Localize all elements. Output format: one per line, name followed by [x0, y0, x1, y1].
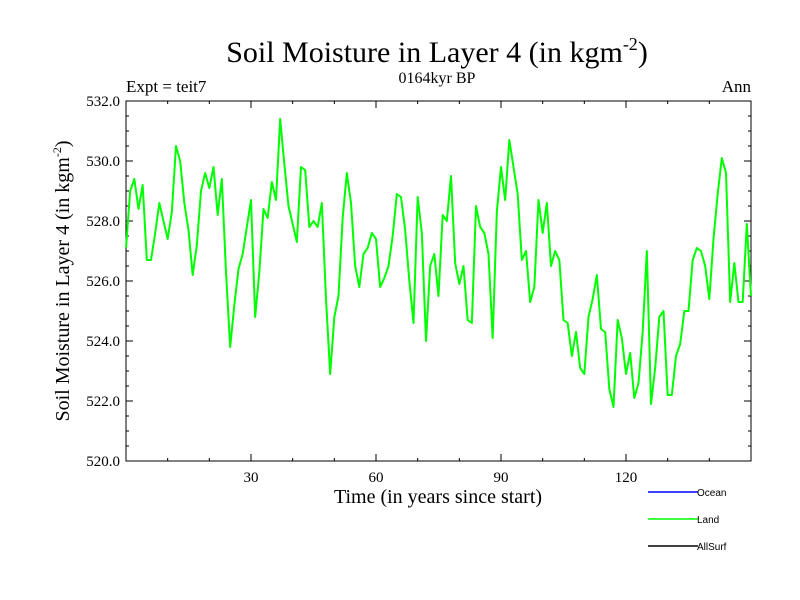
y-tick-label: 520.0	[86, 454, 120, 470]
legend-label-ocean: Ocean	[697, 488, 726, 499]
y-tick-label: 528.0	[86, 214, 120, 230]
x-tick-label: 120	[615, 470, 638, 486]
y-axis-label: Soil Moisture in Layer 4 (in kgm-2)	[50, 140, 74, 421]
x-tick-label: 30	[244, 470, 259, 486]
legend-label-allsurf: AllSurf	[697, 542, 727, 553]
x-tick-label: 60	[369, 470, 384, 486]
x-axis-label: Time (in years since start)	[334, 486, 542, 508]
x-tick-label: 90	[494, 470, 509, 486]
y-tick-label: 522.0	[86, 394, 120, 410]
y-axis: 520.0 522.0 524.0 526.0 528.0 530.0 532.0	[86, 94, 751, 470]
legend-label-land: Land	[697, 515, 719, 526]
x-axis: 30 60 90 120	[167, 101, 710, 486]
y-tick-label: 524.0	[86, 334, 120, 350]
chart-title: Soil Moisture in Layer 4 (in kgm-2)	[226, 34, 648, 69]
y-tick-label: 530.0	[86, 154, 120, 170]
subtitle-left: Expt = teit7	[126, 77, 207, 96]
subtitle-right: Ann	[722, 77, 752, 96]
series-line-land	[125, 118, 752, 408]
legend: Ocean Land AllSurf	[648, 488, 727, 553]
y-tick-label: 532.0	[86, 94, 120, 110]
y-tick-label: 526.0	[86, 274, 120, 290]
subtitle-center: 0164kyr BP	[399, 70, 476, 87]
